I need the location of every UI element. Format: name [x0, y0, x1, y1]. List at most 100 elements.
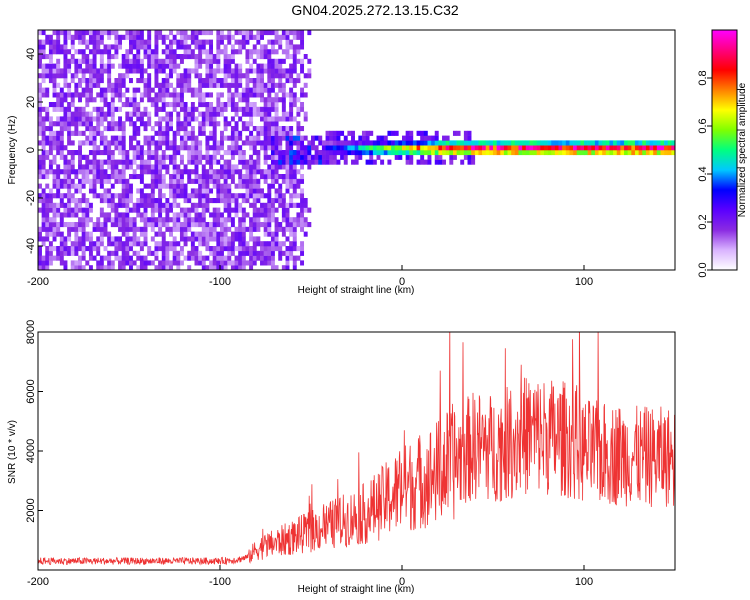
heatmap-cell [372, 150, 377, 156]
heatmap-cell [92, 135, 97, 141]
heatmap-cell [274, 265, 279, 270]
heatmap-cell [260, 174, 264, 180]
heatmap-cell [300, 174, 305, 180]
heatmap-cell [41, 154, 46, 160]
heatmap-cell [132, 159, 137, 165]
heatmap-cell [230, 169, 235, 175]
heatmap-cell [256, 236, 261, 242]
heatmap-cell [139, 145, 144, 151]
heatmap-cell [420, 140, 425, 146]
heatmap-cell [161, 217, 166, 223]
heatmap-cell [198, 159, 203, 165]
heatmap-cell [234, 126, 239, 132]
heatmap-cell [245, 92, 250, 98]
heatmap-cell [249, 202, 254, 208]
heatmap-cell [121, 183, 126, 189]
heatmap-cell [420, 159, 425, 165]
heatmap-cell [369, 154, 374, 160]
heatmap-cell [249, 140, 254, 146]
heatmap-cell [252, 68, 257, 74]
heatmap-cell [325, 159, 330, 165]
heatmap-cell [74, 49, 79, 55]
heatmap-cell [212, 178, 217, 184]
heatmap-cell [212, 121, 217, 127]
heatmap-cell [260, 202, 264, 208]
heatmap-cell [307, 140, 312, 146]
heatmap-cell [194, 260, 199, 266]
heatmap-cell [132, 236, 137, 242]
heatmap-cell [354, 145, 359, 151]
heatmap-cell [114, 202, 119, 208]
heatmap-cell [598, 150, 603, 156]
heatmap-cell [278, 246, 283, 252]
heatmap-cell [252, 260, 257, 266]
heatmap-cell [48, 126, 53, 132]
heatmap-cell [198, 178, 203, 184]
heatmap-cell [110, 260, 115, 266]
heatmap-cell [227, 226, 232, 232]
heatmap-cell [205, 178, 210, 184]
heatmap-cell [121, 54, 126, 60]
heatmap-cell [67, 222, 72, 228]
heatmap-cell [74, 58, 79, 64]
heatmap-cell [48, 260, 53, 266]
heatmap-cell [154, 39, 159, 45]
heatmap-cell [449, 159, 454, 165]
heatmap-cell [543, 145, 548, 151]
heatmap-cell [278, 193, 283, 199]
heatmap-cell [442, 140, 446, 146]
heatmap-cell [56, 44, 61, 50]
heatmap-cell [165, 111, 170, 117]
heatmap-cell [223, 207, 228, 213]
heatmap-cell [267, 255, 272, 261]
heatmap-cell [190, 241, 195, 247]
heatmap-cell [209, 39, 214, 45]
heatmap-cell [187, 198, 192, 204]
heatmap-cell [48, 231, 53, 237]
heatmap-cell [223, 159, 228, 165]
heatmap-cell [169, 58, 173, 64]
heatmap-cell [74, 63, 79, 69]
tick-label: -20 [25, 190, 37, 206]
colorbar: 0.00.20.40.60.8 Normalized spectral ampl… [697, 29, 748, 278]
heatmap-cell [260, 207, 264, 213]
heatmap-cell [114, 135, 119, 141]
heatmap-cell [500, 140, 505, 146]
heatmap-cell [147, 154, 152, 160]
heatmap-cell [96, 30, 101, 36]
heatmap-cell [172, 188, 177, 194]
heatmap-cell [311, 159, 315, 165]
heatmap-cell [267, 250, 272, 256]
heatmap-cell [369, 130, 374, 136]
heatmap-cell [238, 135, 243, 141]
heatmap-cell [223, 236, 228, 242]
heatmap-cell [249, 135, 254, 141]
heatmap-cell [67, 159, 72, 165]
heatmap-cell [121, 78, 126, 84]
heatmap-cell [81, 174, 86, 180]
heatmap-cell [205, 111, 210, 117]
heatmap-cell [209, 154, 214, 160]
heatmap-cell [212, 265, 217, 270]
heatmap-cell [212, 260, 217, 266]
heatmap-cell [318, 140, 323, 146]
heatmap-cell [230, 92, 235, 98]
heatmap-cell [667, 150, 672, 156]
heatmap-cell [372, 140, 377, 146]
heatmap-cell [263, 44, 268, 50]
heatmap-cell [132, 130, 137, 136]
heatmap-cell [296, 150, 301, 156]
heatmap-cell [176, 121, 181, 127]
heatmap-cell [143, 106, 148, 112]
heatmap-cell [267, 121, 272, 127]
heatmap-cell [209, 246, 214, 252]
heatmap-cell [92, 44, 97, 50]
heatmap-cell [249, 265, 254, 270]
heatmap-cell [300, 140, 305, 146]
heatmap-cell [580, 145, 585, 151]
heatmap-cell [281, 97, 286, 103]
heatmap-cell [263, 226, 268, 232]
heatmap-cell [85, 169, 90, 175]
heatmap-cell [249, 255, 254, 261]
heatmap-cell [70, 102, 75, 108]
